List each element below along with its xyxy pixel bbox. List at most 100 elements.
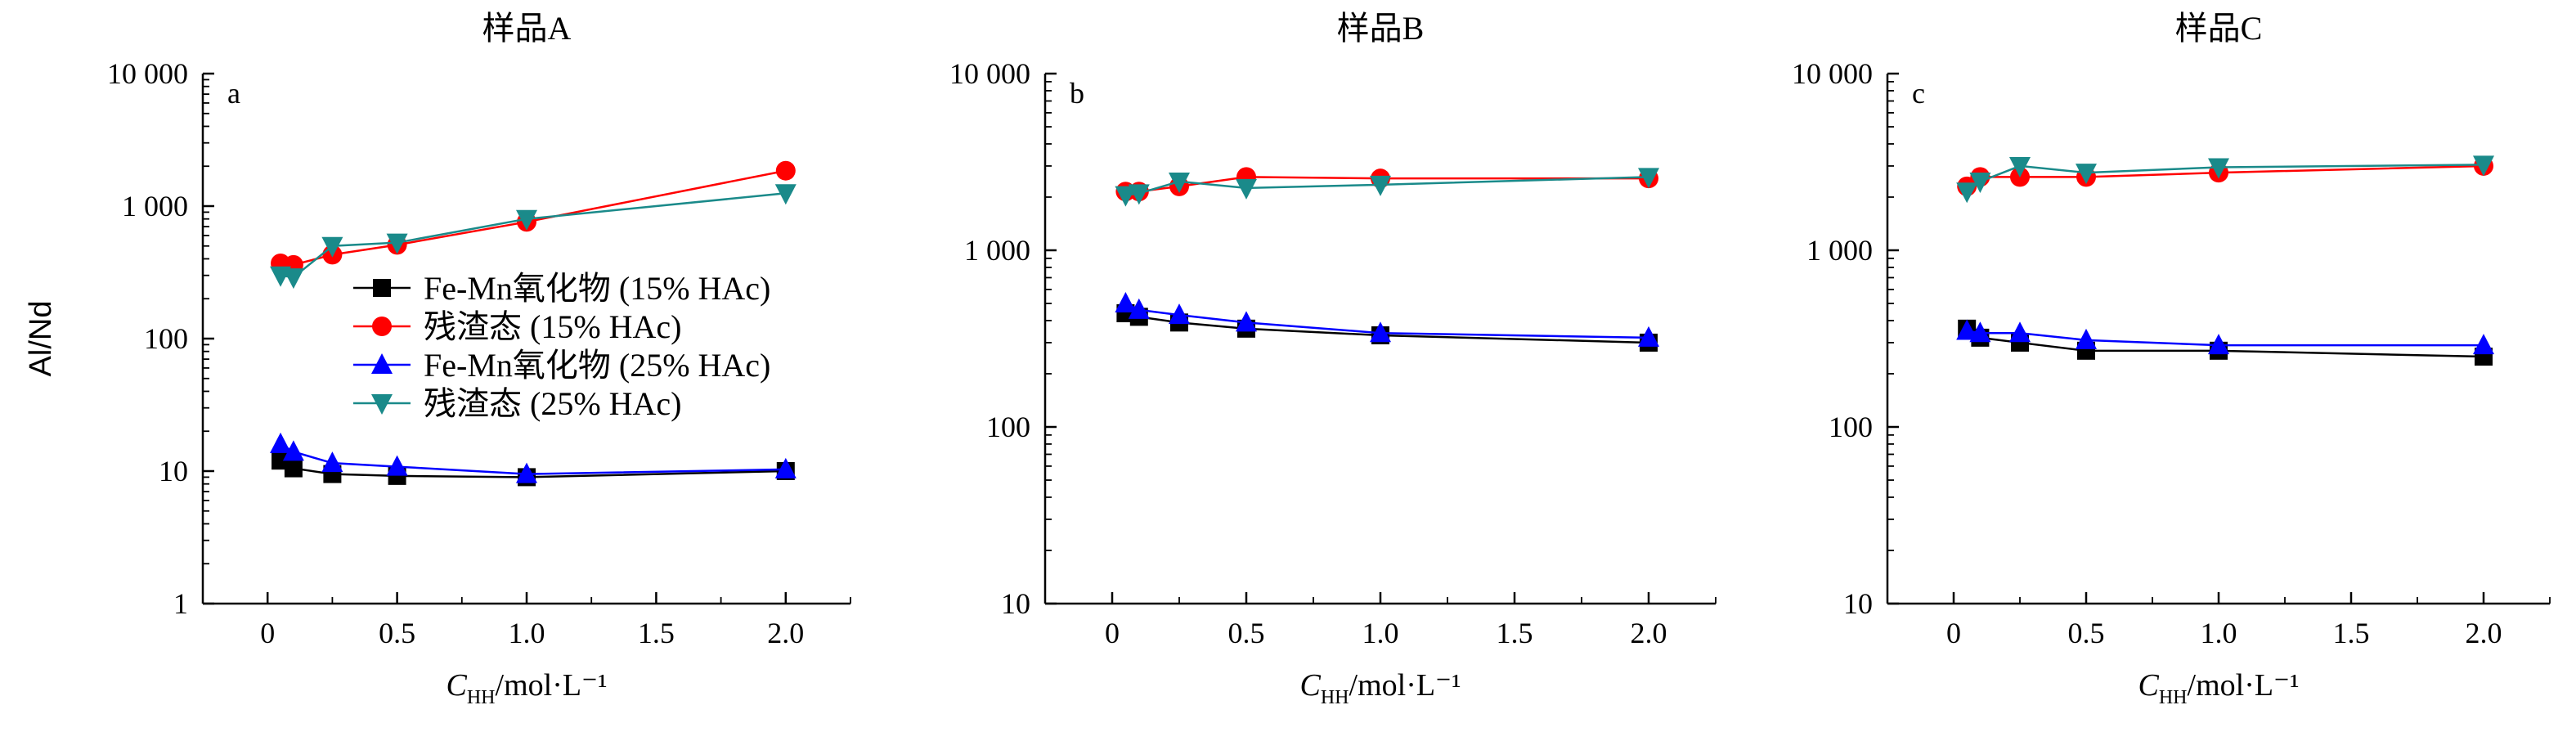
data-point-triangle-up-marker	[2009, 321, 2031, 343]
data-point-triangle-up-marker	[2208, 334, 2229, 355]
y-tick-label: 10 000	[107, 57, 188, 90]
x-tick-label: 2.0	[767, 617, 804, 649]
x-tick-label: 0	[1946, 617, 1961, 649]
data-point-triangle-down-marker	[386, 233, 408, 254]
series-3	[1956, 319, 2494, 355]
y-tick-label: 10	[159, 455, 188, 487]
data-point-triangle-down-marker	[774, 184, 797, 205]
y-tick-label: 100	[986, 411, 1030, 443]
series-4	[1956, 155, 2494, 204]
x-axis-label-symbol: C	[446, 668, 467, 703]
y-tick-label: 10 000	[1792, 57, 1873, 90]
x-axis-label: CHH/mol·L⁻¹	[446, 668, 607, 708]
x-tick-label: 1.5	[1497, 617, 1533, 649]
legend: Fe-Mn氧化物 (15% HAc)残渣态 (15% HAc)Fe-Mn氧化物 …	[353, 270, 770, 422]
panel-b: 样品B b 10 100 1 000 10 000 0 0.5 1.0 1.5 2.0 CHH/mol…	[949, 10, 1717, 708]
x-tick-label: 2.0	[1631, 617, 1667, 649]
data-point-triangle-down-marker	[321, 236, 343, 258]
data-point-triangle-up-marker	[270, 432, 292, 453]
data-point-triangle-up-marker	[1370, 321, 1391, 343]
x-tick-label: 2.0	[2466, 617, 2502, 649]
data-point-triangle-down-marker	[2208, 158, 2229, 179]
x-axis-label-subscript: HH	[467, 687, 496, 708]
x-tick-label: 1.0	[2201, 617, 2237, 649]
x-tick-label: 0	[1105, 617, 1120, 649]
series-line	[1124, 302, 1649, 339]
panel-title: 样品C	[2175, 10, 2263, 47]
y-tick-label: 100	[144, 322, 188, 355]
x-tick-label: 0.5	[2068, 617, 2105, 649]
x-axis-label-unit: /mol·L⁻¹	[1349, 668, 1461, 703]
panel-letter: c	[1912, 77, 1925, 110]
x-axis-label-unit: /mol·L⁻¹	[2188, 668, 2300, 703]
data-point-triangle-down-marker	[1638, 168, 1659, 189]
data-point-triangle-up-marker	[1169, 303, 1190, 325]
data-point-square-marker	[284, 459, 303, 478]
legend-circle-marker	[372, 317, 392, 336]
legend-label: Fe-Mn氧化物 (15% HAc)	[424, 270, 770, 307]
y-tick-label: 100	[1829, 411, 1873, 443]
data-point-triangle-down-marker	[516, 209, 537, 231]
data-point-triangle-down-marker	[1115, 186, 1137, 207]
data-point-triangle-up-marker	[321, 451, 343, 473]
data-point-circle-marker	[775, 160, 796, 181]
data-point-triangle-down-marker	[1956, 182, 1978, 204]
legend-triangle-down-marker	[371, 394, 393, 415]
data-point-triangle-down-marker	[1969, 172, 1991, 193]
series-3	[270, 432, 797, 483]
y-tick-label: 1	[173, 587, 188, 620]
data-point-triangle-up-marker	[282, 440, 304, 461]
x-tick-label: 1.0	[1362, 617, 1399, 649]
x-tick-label: 0	[260, 617, 275, 649]
x-axis-label-symbol: C	[2138, 668, 2159, 703]
data-point-triangle-up-marker	[1956, 319, 1978, 340]
data-point-triangle-up-marker	[774, 457, 797, 478]
series-4	[1115, 168, 1659, 207]
panel-c: 样品C c 10 100 1 000 10 000 0 0.5 1.0 1.5 2.0 CHH/mol…	[1792, 10, 2551, 708]
x-tick-label: 0.5	[1228, 617, 1265, 649]
x-axis-label: CHH/mol·L⁻¹	[1299, 668, 1461, 708]
data-point-triangle-up-marker	[1236, 311, 1257, 332]
x-tick-label: 1.5	[638, 617, 675, 649]
x-axis-label-unit: /mol·L⁻¹	[496, 668, 608, 703]
y-tick-label: 10	[1001, 587, 1030, 620]
panel-letter: b	[1070, 77, 1084, 110]
data-point-triangle-up-marker	[1115, 292, 1137, 313]
legend-label: 残渣态 (25% HAc)	[424, 385, 682, 422]
data-point-triangle-up-marker	[1128, 298, 1150, 319]
x-axis-label-subscript: HH	[2159, 687, 2188, 708]
data-point-triangle-down-marker	[1236, 178, 1257, 200]
data-point-triangle-down-marker	[2473, 155, 2494, 177]
data-point-triangle-down-marker	[282, 268, 304, 290]
legend-square-marker	[373, 279, 391, 297]
legend-triangle-up-marker	[371, 353, 393, 374]
y-tick-label: 1 000	[964, 234, 1030, 267]
y-axis-label: Al/Nd	[24, 301, 58, 377]
y-tick-label: 10	[1843, 587, 1873, 620]
data-point-triangle-up-marker	[386, 455, 408, 476]
data-point-triangle-up-marker	[516, 462, 537, 483]
x-axis-label-subscript: HH	[1321, 687, 1349, 708]
y-tick-label: 1 000	[1806, 234, 1873, 267]
series-3	[1115, 292, 1659, 347]
y-tick-label: 1 000	[122, 190, 188, 222]
panel-letter: a	[227, 77, 240, 110]
data-point-triangle-down-marker	[1128, 184, 1150, 205]
x-tick-label: 0.5	[379, 617, 415, 649]
data-point-triangle-down-marker	[2009, 156, 2031, 177]
data-point-triangle-up-marker	[2076, 328, 2097, 349]
y-tick-label: 10 000	[949, 57, 1030, 90]
legend-label: Fe-Mn氧化物 (25% HAc)	[424, 347, 770, 384]
x-axis-label: CHH/mol·L⁻¹	[2138, 668, 2299, 708]
x-tick-label: 1.0	[509, 617, 545, 649]
series-1	[1116, 304, 1658, 352]
series-1	[1958, 319, 2493, 366]
data-point-triangle-down-marker	[2076, 164, 2097, 185]
panel-title: 样品B	[1337, 10, 1425, 47]
data-point-triangle-up-marker	[1969, 321, 1991, 343]
data-point-triangle-down-marker	[1169, 172, 1190, 193]
panel-title: 样品A	[482, 10, 572, 47]
series-4	[270, 184, 797, 290]
data-point-triangle-up-marker	[2473, 334, 2494, 355]
